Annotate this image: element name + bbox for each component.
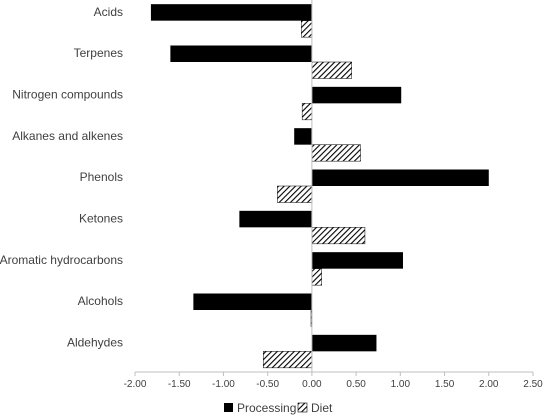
category-label-nitrogen-compounds: Nitrogen compounds	[12, 88, 123, 102]
category-label-terpenes: Terpenes	[74, 46, 123, 60]
x-tick-label: -1.00	[212, 379, 235, 390]
bar-diet-aldehydes	[262, 351, 313, 369]
legend-swatch-diet	[297, 402, 308, 413]
category-label-acids: Acids	[94, 5, 123, 19]
bar-diet-terpenes	[311, 61, 352, 79]
legend-swatch-processing	[224, 403, 233, 412]
x-tick-label: 2.00	[479, 379, 499, 390]
bar-processing-ketones	[239, 210, 312, 228]
category-label-aldehydes: Aldehydes	[67, 336, 123, 350]
bar-processing-aldehydes	[311, 334, 377, 352]
bar-processing-nitrogen-compounds	[311, 86, 402, 104]
category-label-aromatic-hydrocarbons: Aromatic hydrocarbons	[0, 253, 123, 267]
bar-diet-nitrogen-compounds	[301, 103, 313, 121]
legend-label-diet: Diet	[311, 401, 333, 415]
x-axis-ticks: -2.00 -1.50 -1.00 -0.50 0.00 0.50 1.00 1.50 2.00…	[124, 372, 543, 390]
category-labels: Acids Terpenes Nitrogen compounds Alkanes a…	[0, 5, 123, 350]
bar-processing-alcohols	[193, 293, 312, 310]
bar-diet-ketones	[311, 227, 366, 245]
bar-processing-terpenes	[170, 45, 312, 62]
x-tick-label: 1.00	[391, 379, 411, 390]
bar-processing-acids	[150, 4, 312, 21]
bar-layer	[150, 4, 489, 369]
legend: Processing Diet	[224, 401, 333, 415]
category-label-alkanes-and-alkenes: Alkanes and alkenes	[12, 129, 123, 143]
legend-label-processing: Processing	[237, 401, 296, 415]
x-tick-label: -1.50	[168, 379, 191, 390]
x-tick-label: -0.50	[256, 379, 279, 390]
bar-processing-phenols	[311, 169, 489, 186]
bar-diet-alkanes-and-alkenes	[311, 144, 361, 162]
category-label-ketones: Ketones	[79, 212, 123, 226]
bar-processing-aromatic-hydrocarbons	[311, 252, 403, 269]
x-tick-label: 0.00	[302, 379, 322, 390]
bar-processing-alkanes-and-alkenes	[294, 128, 312, 145]
category-label-phenols: Phenols	[80, 170, 123, 184]
bar-diet-phenols	[277, 185, 313, 203]
x-tick-label: 2.50	[523, 379, 543, 390]
category-label-alcohols: Alcohols	[78, 294, 123, 308]
bar-diet-aromatic-hydrocarbons	[311, 268, 322, 286]
x-tick-label: 0.50	[346, 379, 366, 390]
bar-diet-acids	[301, 20, 313, 38]
x-tick-label: -2.00	[124, 379, 147, 390]
x-tick-label: 1.50	[435, 379, 455, 390]
